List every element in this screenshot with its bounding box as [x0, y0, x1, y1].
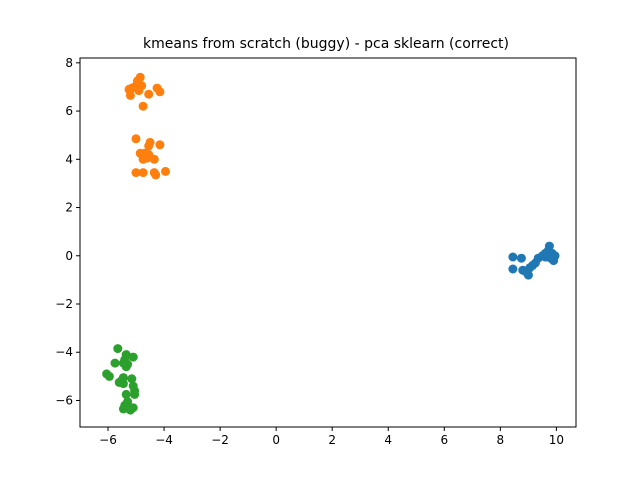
x-tick-label: −6	[99, 433, 117, 447]
data-point-series-2	[138, 168, 148, 178]
plot-area	[79, 57, 577, 428]
x-tick-label: 6	[440, 433, 448, 447]
y-tick-label: −6	[55, 393, 73, 407]
data-point-series-2	[161, 166, 170, 176]
x-tick-label: 4	[384, 433, 392, 447]
plot-frame	[79, 57, 577, 428]
data-point-series-2	[131, 134, 141, 144]
x-tick-label: 2	[328, 433, 336, 447]
data-point-series-3	[118, 404, 128, 414]
data-point-series-1	[523, 270, 533, 280]
data-point-series-2	[138, 101, 148, 111]
y-tick-label: −4	[55, 345, 73, 359]
data-point-series-1	[540, 252, 550, 262]
data-point-series-2	[144, 141, 154, 151]
x-tick-label: −4	[155, 433, 173, 447]
data-point-series-1	[508, 264, 518, 274]
data-point-series-3	[104, 371, 114, 381]
data-point-series-1	[508, 252, 518, 262]
data-point-series-3	[128, 352, 138, 362]
x-tick-label: 8	[497, 433, 505, 447]
y-tick-label: 0	[65, 249, 73, 263]
data-point-series-1	[550, 251, 560, 261]
data-point-series-3	[113, 344, 123, 354]
data-point-series-3	[118, 379, 128, 389]
data-point-series-3	[127, 374, 137, 384]
data-point-series-2	[134, 86, 144, 96]
y-tick-label: 4	[65, 152, 73, 166]
data-point-series-3	[110, 358, 120, 368]
data-point-series-3	[130, 389, 140, 399]
x-tick-label: 0	[272, 433, 280, 447]
x-tick-label: −2	[211, 433, 229, 447]
x-tick-label: 10	[549, 433, 564, 447]
y-tick-label: 2	[65, 201, 73, 215]
y-axis: −6 −4 −2 0 2 4 6 8	[55, 56, 80, 407]
y-tick-label: −2	[55, 297, 73, 311]
chart-title: kmeans from scratch (buggy) - pca sklear…	[143, 36, 509, 52]
points-layer	[102, 72, 560, 415]
data-point-series-3	[121, 389, 131, 399]
y-tick-label: 8	[65, 56, 73, 70]
data-point-series-3	[121, 362, 131, 372]
data-point-series-1	[516, 253, 526, 263]
y-tick-label: 6	[65, 104, 73, 118]
data-point-series-2	[131, 168, 141, 178]
x-axis: −6 −4 −2 0 2 4 6 8 10	[99, 427, 564, 447]
data-point-series-2	[142, 153, 152, 163]
data-point-series-2	[151, 170, 161, 180]
data-point-series-2	[155, 140, 165, 150]
data-point-series-2	[144, 89, 154, 99]
data-point-series-2	[155, 87, 165, 97]
data-point-series-1	[544, 241, 554, 251]
data-point-series-2	[149, 154, 159, 164]
data-point-series-2	[125, 90, 135, 100]
data-point-series-3	[125, 405, 135, 415]
